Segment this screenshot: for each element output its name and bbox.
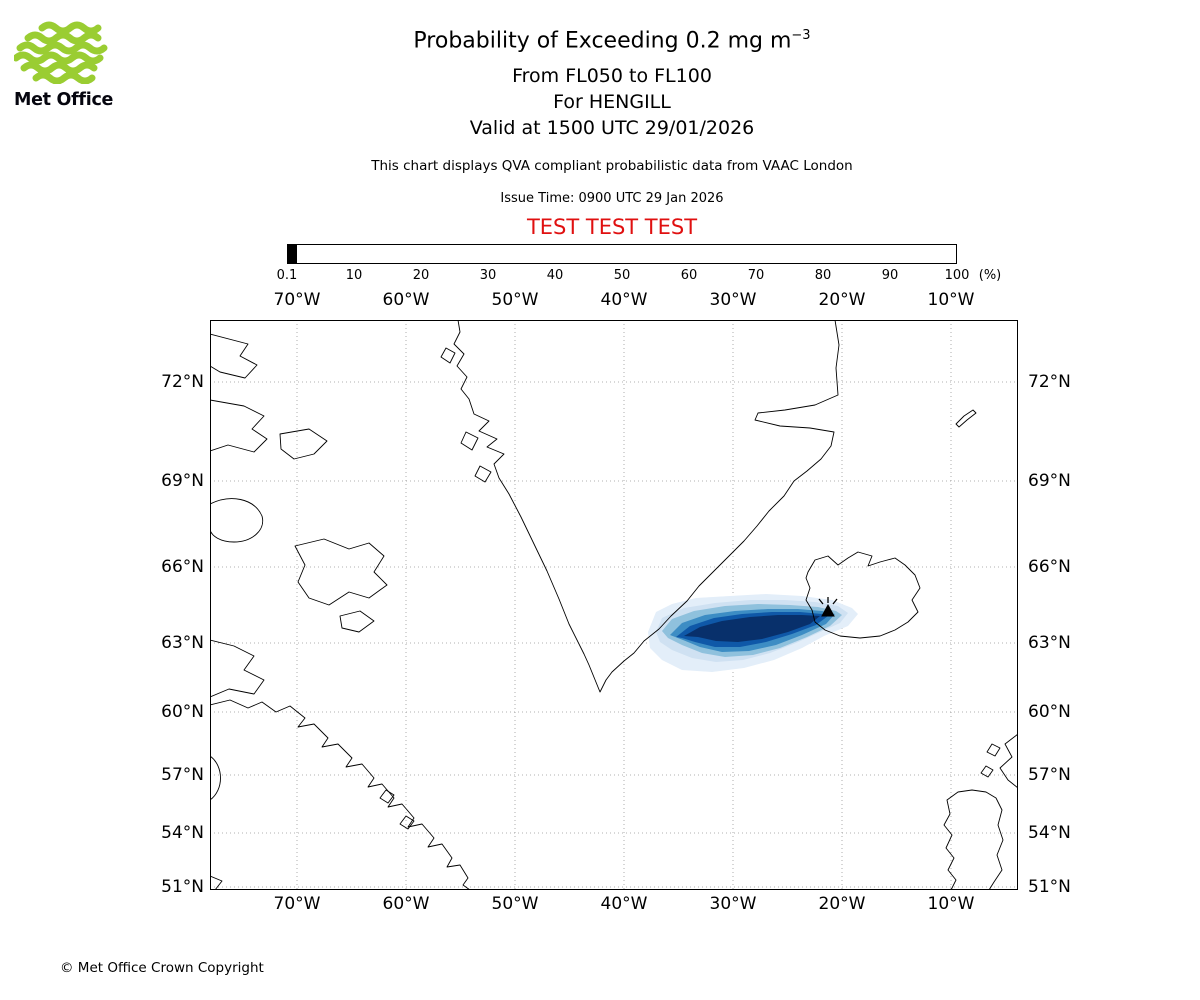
lon-label-top: 50°W (491, 290, 539, 310)
colorbar-cell (288, 245, 289, 263)
ireland-coast (943, 789, 1004, 891)
map-border (210, 320, 1018, 890)
colorbar-tick: 70 (747, 268, 765, 283)
colorbar-tick: 0.1 (276, 268, 298, 283)
colorbar-tick: 30 (479, 268, 497, 283)
jan-mayen-island (955, 409, 977, 428)
lat-label-left: 66°N (161, 557, 204, 577)
colorbar-cell (291, 245, 292, 263)
labrador-islet (379, 789, 395, 804)
colorbar-tick: 90 (881, 268, 899, 283)
lat-label-left: 60°N (161, 702, 204, 722)
baffin-south-coast (294, 538, 388, 606)
test-banner: TEST TEST TEST (526, 215, 698, 239)
met-office-waves-icon (12, 21, 108, 85)
lat-label-right: 54°N (1028, 823, 1071, 843)
iceland-coast (805, 551, 921, 639)
baffin-round-island (209, 498, 264, 543)
chart-title-exponent: −3 (791, 28, 811, 43)
baffin-island-coast (209, 333, 258, 379)
coastlines (209, 319, 1019, 891)
colorbar-cell (293, 245, 294, 263)
probability-colorbar (287, 244, 957, 264)
quebec-coast (209, 639, 265, 698)
lon-label-bottom: 30°W (709, 894, 757, 914)
valid-time-subtitle: Valid at 1500 UTC 29/01/2026 (469, 117, 755, 139)
lat-label-right: 51°N (1028, 877, 1071, 897)
baffin-island-coast (209, 399, 268, 453)
colorbar-tick: 20 (412, 268, 430, 283)
colorbar-tick: 50 (613, 268, 631, 283)
met-office-logo: Met Office (12, 20, 124, 110)
copyright-notice: © Met Office Crown Copyright (60, 960, 264, 976)
lat-label-left: 72°N (161, 372, 204, 392)
volcano-marker (818, 597, 838, 617)
colorbar-tick: 40 (546, 268, 564, 283)
lon-label-bottom: 60°W (382, 894, 430, 914)
lon-label-bottom: 20°W (818, 894, 866, 914)
greenland-coast (453, 319, 840, 693)
baffin-islet (339, 610, 375, 633)
newfoundland-tip (209, 875, 223, 891)
left-edge-arc (209, 755, 221, 801)
lon-label-bottom: 40°W (600, 894, 648, 914)
chart-title-text: Probability of Exceeding 0.2 mg m (413, 28, 792, 54)
issue-time-line: Issue Time: 0900 UTC 29 Jan 2026 (500, 191, 724, 206)
ash-probability-plume (648, 594, 858, 672)
greenland-islet (474, 465, 492, 483)
volcano-subtitle: For HENGILL (553, 91, 671, 113)
colorbar-cell (295, 245, 296, 263)
lat-label-right: 66°N (1028, 557, 1071, 577)
qva-info-line: This chart displays QVA compliant probab… (371, 158, 853, 174)
lat-label-right: 57°N (1028, 765, 1071, 785)
plume-contour-90pct (684, 615, 820, 642)
greenland-islet (440, 347, 456, 364)
lat-label-left: 57°N (161, 765, 204, 785)
lon-label-top: 30°W (709, 290, 757, 310)
colorbar-cell (292, 245, 293, 263)
lon-label-bottom: 50°W (491, 894, 539, 914)
colorbar-cell (290, 245, 291, 263)
lat-label-left: 51°N (161, 877, 204, 897)
baffin-island-coast (279, 428, 328, 460)
lon-label-bottom: 10°W (927, 894, 975, 914)
hebrides-islet (980, 765, 994, 778)
lat-label-right: 63°N (1028, 633, 1071, 653)
colorbar-tick: 10 (345, 268, 363, 283)
lon-label-bottom: 70°W (273, 894, 321, 914)
hebrides-islet (986, 743, 1001, 757)
chart-title: Probability of Exceeding 0.2 mg m−3 (24, 28, 1200, 53)
lon-label-top: 40°W (600, 290, 648, 310)
labrador-islet (399, 815, 415, 830)
lat-label-left: 54°N (161, 823, 204, 843)
flight-level-subtitle: From FL050 to FL100 (512, 65, 712, 87)
colorbar-tick: 100 (944, 268, 970, 283)
colorbar-tick: 60 (680, 268, 698, 283)
lat-label-left: 69°N (161, 471, 204, 491)
labrador-coast (209, 699, 471, 891)
colorbar-cell (296, 245, 297, 263)
lon-label-top: 70°W (273, 290, 321, 310)
map-area (209, 319, 1019, 891)
colorbar-unit-label: (%) (978, 268, 1002, 283)
lat-label-left: 63°N (161, 633, 204, 653)
lon-label-top: 10°W (927, 290, 975, 310)
lat-label-right: 72°N (1028, 372, 1071, 392)
lat-label-right: 60°N (1028, 702, 1071, 722)
north-atlantic-map (209, 319, 1019, 891)
lon-label-top: 20°W (818, 290, 866, 310)
met-office-logo-text: Met Office (14, 90, 114, 110)
scotland-coast (999, 733, 1019, 789)
lon-label-top: 60°W (382, 290, 430, 310)
colorbar-tick: 80 (814, 268, 832, 283)
graticule-lines (210, 320, 1018, 890)
colorbar-cell (294, 245, 295, 263)
lat-label-right: 69°N (1028, 471, 1071, 491)
greenland-islet (460, 431, 479, 451)
colorbar-cell (289, 245, 290, 263)
